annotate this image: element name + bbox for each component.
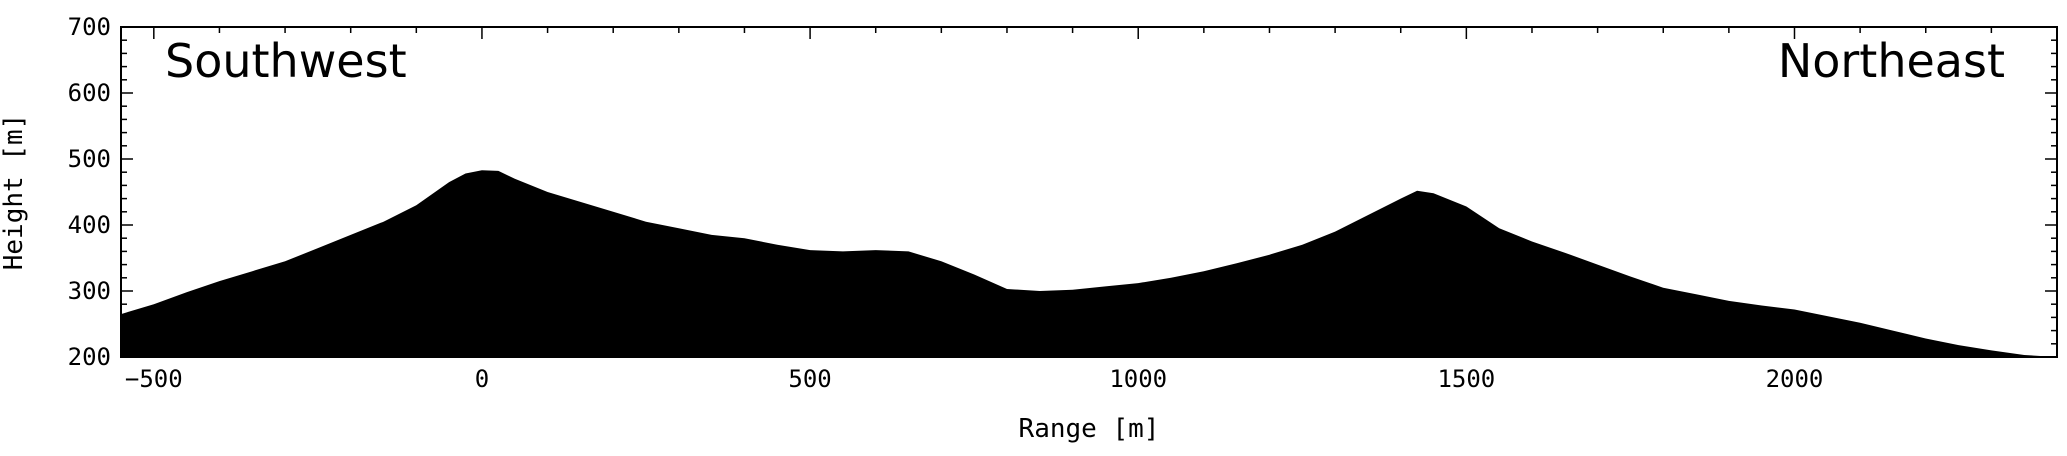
y-tick-label: 600 <box>68 79 111 107</box>
annotation-northeast: Northeast <box>1778 34 2005 88</box>
annotation-southwest: Southwest <box>165 34 407 88</box>
plot-area <box>121 170 2057 357</box>
y-tick-label: 200 <box>68 343 111 371</box>
x-tick-label: 1000 <box>1109 365 1167 393</box>
x-axis-label: Range [m] <box>1019 414 1160 444</box>
y-axis-label: Height [m] <box>0 114 29 271</box>
x-tick-label: 2000 <box>1766 365 1824 393</box>
y-tick-label: 400 <box>68 211 111 239</box>
x-tick-label: 500 <box>788 365 831 393</box>
y-tick-label: 700 <box>68 13 111 41</box>
x-tick-label: 0 <box>475 365 489 393</box>
x-tick-label: 1500 <box>1437 365 1495 393</box>
plot-frame <box>120 26 2058 358</box>
axis-ticks <box>121 26 2058 358</box>
x-tick-label: −500 <box>125 365 183 393</box>
y-tick-label: 500 <box>68 145 111 173</box>
y-tick-label: 300 <box>68 277 111 305</box>
axis-tick-labels: −500 0 500 1000 1500 2000 200 300 400 500 600 700 <box>68 13 1824 393</box>
terrain-area <box>121 170 2057 357</box>
